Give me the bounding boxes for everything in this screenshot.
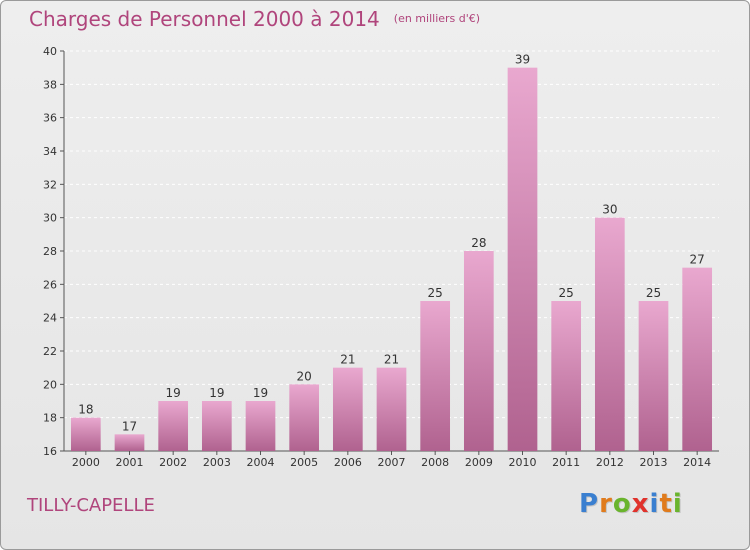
chart-title: Charges de Personnel 2000 à 2014	[29, 7, 380, 31]
bar	[682, 267, 713, 451]
y-tick-label: 28	[43, 245, 57, 258]
y-tick-label: 38	[43, 78, 57, 91]
logo-letter: i	[672, 489, 683, 519]
bar	[201, 401, 232, 451]
x-tick-label: 2014	[683, 456, 711, 469]
bars	[70, 67, 713, 452]
x-tick-label: 2003	[203, 456, 231, 469]
y-tick-label: 30	[43, 212, 57, 225]
y-tick-label: 18	[43, 412, 57, 425]
logo-letter: P	[579, 489, 600, 519]
x-tick-label: 2012	[596, 456, 624, 469]
data-label: 28	[471, 236, 486, 250]
bar	[289, 384, 320, 451]
y-tick-label: 22	[43, 345, 57, 358]
y-tick-label: 26	[43, 278, 57, 291]
x-tick-label: 2004	[247, 456, 275, 469]
y-tick-label: 24	[43, 312, 57, 325]
x-tick-label: 2010	[509, 456, 537, 469]
x-tick-label: 2006	[334, 456, 362, 469]
proxiti-logo[interactable]: Proxiti	[579, 489, 683, 519]
x-tick-label: 2000	[72, 456, 100, 469]
chart-subtitle: (en milliers d'€)	[393, 12, 481, 25]
x-tick-label: 2007	[378, 456, 406, 469]
data-label: 18	[78, 403, 93, 417]
x-tick-label: 2011	[552, 456, 580, 469]
data-label: 39	[515, 53, 530, 67]
logo-letter: r	[599, 489, 613, 519]
data-label: 30	[602, 203, 617, 217]
data-label: 21	[384, 353, 399, 367]
data-label: 25	[428, 286, 443, 300]
data-label: 17	[122, 419, 137, 433]
bar	[420, 301, 451, 451]
logo-letter: i	[649, 489, 660, 519]
data-label: 19	[253, 386, 268, 400]
commune-name: TILLY-CAPELLE	[27, 495, 155, 516]
y-tick-label: 36	[43, 112, 57, 125]
bar	[551, 301, 582, 451]
y-tick-label: 40	[43, 45, 57, 58]
bar	[245, 401, 276, 451]
title-row: Charges de Personnel 2000 à 2014 (en mill…	[29, 7, 480, 31]
y-tick-label: 20	[43, 378, 57, 391]
logo-letter: x	[631, 489, 650, 519]
labels: 16 18 20 22 24 26 28 30 32 34 36 38 40 2000 18 2001 17 20…	[43, 45, 711, 469]
bar	[376, 367, 407, 451]
y-tick-label: 34	[43, 145, 57, 158]
x-tick-label: 2008	[421, 456, 449, 469]
data-label: 19	[209, 386, 224, 400]
y-tick-label: 32	[43, 178, 57, 191]
bar	[332, 367, 363, 451]
data-label: 20	[297, 369, 312, 383]
bar	[158, 401, 189, 451]
bar	[594, 217, 625, 451]
bar	[507, 67, 538, 452]
bar	[114, 434, 145, 451]
bar	[638, 301, 669, 451]
data-label: 21	[340, 353, 355, 367]
bar	[70, 417, 101, 451]
x-tick-label: 2013	[640, 456, 668, 469]
data-label: 27	[690, 253, 705, 267]
x-tick-label: 2005	[290, 456, 318, 469]
x-tick-label: 2002	[159, 456, 187, 469]
logo-letter: t	[659, 489, 673, 519]
x-tick-label: 2009	[465, 456, 493, 469]
data-label: 25	[559, 286, 574, 300]
x-tick-label: 2001	[116, 456, 144, 469]
data-label: 19	[166, 386, 181, 400]
y-tick-label: 16	[43, 445, 57, 458]
logo-letter: o	[612, 489, 632, 519]
bar	[463, 251, 494, 451]
data-label: 25	[646, 286, 661, 300]
